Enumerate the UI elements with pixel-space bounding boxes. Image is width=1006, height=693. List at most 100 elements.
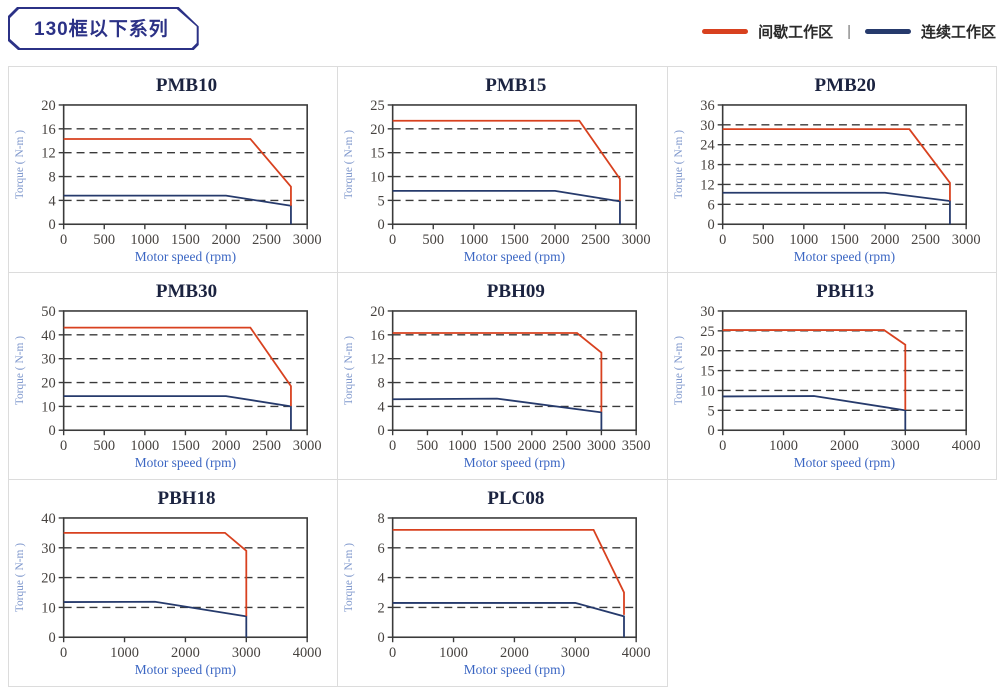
y-tick-label: 25: [371, 98, 385, 114]
continuous-line: [392, 602, 626, 638]
x-tick-label: 0: [389, 645, 396, 661]
legend-item-continuous: 连续工作区: [864, 21, 996, 42]
y-tick-label: 4: [378, 571, 385, 587]
chart-title: PBH13: [816, 281, 875, 302]
intermittent-line-swatch: [702, 29, 749, 34]
x-tick-label: 2000: [500, 645, 529, 661]
y-tick-label: 30: [700, 118, 714, 134]
y-tick-label: 40: [41, 328, 55, 344]
continuous-line: [392, 397, 603, 431]
y-tick-label: 0: [49, 423, 56, 439]
y-tick-label: 20: [41, 571, 55, 587]
intermittent-line: [63, 138, 292, 206]
x-tick-label: 3000: [587, 438, 616, 454]
x-tick-label: 3000: [293, 232, 322, 248]
chart-title: PBH09: [486, 281, 545, 302]
chart-title: PMB15: [485, 75, 547, 96]
chart-title: PBH18: [157, 488, 216, 509]
chart-canvas-pbh18: 0 10 20 30 40 0 1000 2000 3000 4000 Motor speed (r…: [14, 511, 322, 677]
x-tick-label: 1500: [171, 438, 200, 454]
y-tick-label: 8: [49, 170, 56, 186]
y-tick-label: 10: [41, 600, 55, 616]
y-tick-label: 30: [41, 541, 55, 557]
y-tick-label: 15: [371, 146, 385, 162]
x-tick-label: 2500: [553, 438, 582, 454]
x-tick-label: 1000: [769, 438, 798, 454]
y-tick-label: 12: [371, 352, 385, 368]
x-tick-label: 500: [423, 232, 445, 248]
chart-title: PMB30: [155, 281, 218, 302]
x-tick-label: 500: [93, 232, 115, 248]
chart-cell-pmb20: PMB20 0 6 12 18 24 30 36 0 500 1000 1500 2000 2500 30…: [667, 67, 997, 273]
x-tick-label: 1000: [130, 438, 159, 454]
continuous-line: [722, 191, 951, 225]
intermittent-line: [63, 326, 292, 407]
x-tick-label: 1000: [448, 438, 477, 454]
chart-canvas-pmb10: 0 4 8 12 16 20 0 500 1000 1500 2000 2500 3000 Motor s…: [14, 98, 322, 264]
x-tick-label: 1000: [130, 232, 159, 248]
x-tick-label: 2000: [870, 232, 899, 248]
y-tick-label: 0: [378, 423, 385, 439]
intermittent-line: [392, 529, 626, 615]
y-axis-label: Torque ( N-m ): [14, 336, 26, 405]
chart-cell-pmb15: PMB15 0 5 10 15 20 25 0 500 1000 1500 2000 2500 3000…: [338, 67, 668, 273]
x-tick-label: 3500: [622, 438, 651, 454]
chart-canvas-pmb20: 0 6 12 18 24 30 36 0 500 1000 1500 2000 2500 3000 Moto…: [673, 98, 981, 264]
y-tick-label: 5: [707, 403, 714, 419]
x-tick-label: 1500: [830, 232, 859, 248]
chart-canvas-pbh13: 0 5 10 15 20 25 30 0 1000 2000 3000 4000 Motor speed…: [673, 304, 981, 470]
legend-separator: |: [847, 23, 851, 40]
plot-border: [392, 104, 638, 226]
x-axis-label: Motor speed (rpm): [793, 249, 894, 264]
x-tick-label: 2500: [582, 232, 611, 248]
x-tick-label: 500: [752, 232, 774, 248]
y-tick-label: 10: [41, 399, 55, 415]
continuous-line: [392, 189, 622, 225]
legend-label-continuous: 连续工作区: [920, 24, 996, 41]
chart-cell-plc08: PLC08 0 2 4 6 8 0 1000 2000 3000 4000 Motor speed …: [338, 480, 668, 687]
x-tick-label: 0: [719, 232, 726, 248]
y-axis-label: Torque ( N-m ): [673, 130, 685, 199]
y-tick-label: 8: [378, 376, 385, 392]
y-tick-label: 20: [371, 122, 385, 138]
y-tick-label: 0: [49, 630, 56, 646]
intermittent-line: [722, 329, 906, 410]
chart-canvas-pmb15: 0 5 10 15 20 25 0 500 1000 1500 2000 2500 3000 Motor …: [343, 98, 651, 264]
continuous-line: [63, 395, 292, 431]
x-axis-label: Motor speed (rpm): [464, 455, 565, 470]
x-axis-label: Motor speed (rpm): [135, 662, 236, 677]
continuous-line: [63, 600, 248, 638]
y-tick-label: 50: [41, 304, 55, 320]
y-tick-label: 10: [700, 383, 714, 399]
legend-item-intermittent: 间歇工作区: [702, 21, 833, 42]
x-tick-label: 2000: [518, 438, 547, 454]
y-tick-label: 0: [707, 217, 714, 233]
x-tick-label: 4000: [293, 645, 322, 661]
y-tick-label: 0: [378, 217, 385, 233]
x-tick-label: 3000: [891, 438, 920, 454]
chart-cell-pbh09: PBH09 0 4 8 12 16 20 0 500 1000 1500 2000 2500 3000 3…: [338, 273, 668, 480]
x-tick-label: 500: [93, 438, 115, 454]
x-tick-label: 2000: [541, 232, 570, 248]
plot-border: [392, 310, 638, 432]
x-axis-label: Motor speed (rpm): [135, 249, 236, 264]
y-tick-label: 6: [707, 197, 714, 213]
y-tick-label: 20: [371, 304, 385, 320]
x-tick-label: 2500: [252, 232, 281, 248]
y-axis-label: Torque ( N-m ): [343, 336, 355, 405]
y-tick-label: 18: [700, 158, 714, 174]
x-tick-label: 2500: [911, 232, 940, 248]
continuous-line: [722, 395, 906, 431]
x-tick-label: 1500: [171, 232, 200, 248]
chart-title: PMB20: [814, 75, 876, 96]
y-axis-label: Torque ( N-m ): [343, 130, 355, 199]
y-tick-label: 4: [49, 193, 56, 209]
plot-border: [62, 104, 308, 226]
x-axis-label: Motor speed (rpm): [464, 249, 565, 264]
x-tick-label: 0: [60, 438, 67, 454]
x-tick-label: 1000: [110, 645, 139, 661]
y-tick-label: 40: [41, 511, 55, 527]
x-tick-label: 1500: [500, 232, 529, 248]
y-axis-label: Torque ( N-m ): [343, 543, 355, 612]
